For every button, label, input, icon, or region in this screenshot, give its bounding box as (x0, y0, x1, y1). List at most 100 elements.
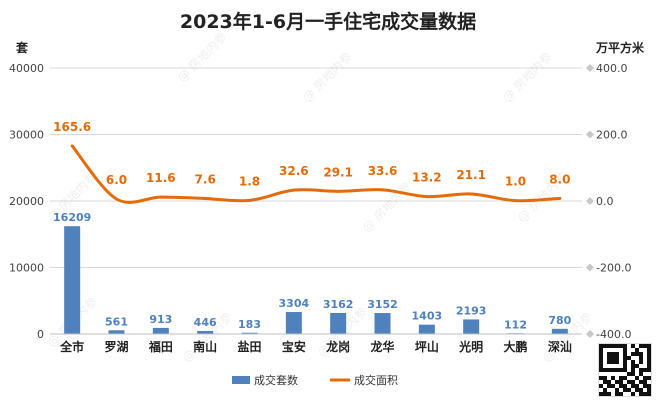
qr-cell (603, 392, 607, 396)
qr-cell (599, 392, 603, 396)
qr-cell (647, 388, 651, 392)
x-tick-label: 光明 (458, 339, 483, 354)
qr-cell (615, 388, 619, 392)
qr-cell (639, 372, 643, 376)
qr-cell (647, 384, 651, 388)
bar-value-label: 16209 (53, 211, 91, 224)
bar (330, 312, 347, 334)
right-axis-tick-marker (586, 64, 594, 72)
left-axis-tick-label: 0 (37, 328, 44, 341)
x-tick-label: 盐田 (237, 339, 261, 354)
qr-cell (599, 344, 603, 348)
line-series-path (71, 144, 560, 204)
bar (241, 332, 258, 334)
qr-cell (623, 368, 627, 372)
line-value-label: 32.6 (279, 164, 309, 178)
bar-value-label: 2193 (456, 304, 487, 317)
qr-cell (623, 352, 627, 356)
qr-cell (619, 384, 623, 388)
qr-cell (647, 376, 651, 380)
right-axis-tick-label: -400.0 (596, 328, 631, 341)
qr-cell (647, 368, 651, 372)
bar (152, 327, 169, 334)
qr-cell (643, 344, 647, 348)
left-axis-tick-label: 20000 (9, 195, 44, 208)
qr-cell (647, 356, 651, 360)
bar (374, 313, 391, 334)
qr-cell (639, 344, 643, 348)
line-point (70, 144, 74, 148)
line-point (381, 188, 384, 192)
qr-cell (607, 344, 611, 348)
legend-bar-swatch (232, 376, 250, 384)
qr-cell (627, 372, 631, 376)
qr-cell (619, 380, 623, 384)
qr-cell (639, 368, 643, 372)
x-tick-label: 深汕 (548, 339, 572, 354)
line-value-label: 1.8 (239, 174, 260, 188)
qr-cell (635, 376, 639, 380)
qr-cell (615, 392, 619, 396)
line-value-label: 1.0 (505, 175, 526, 189)
qr-cell (647, 392, 651, 396)
qr-cell (631, 344, 635, 348)
right-axis-tick-marker (586, 330, 594, 338)
x-tick-label: 福田 (148, 339, 173, 354)
qr-cell (611, 352, 615, 356)
qr-cell (639, 356, 643, 360)
line-value-label: 11.6 (146, 171, 176, 185)
qr-cell (627, 380, 631, 384)
qr-cell (627, 388, 631, 392)
bar (463, 319, 480, 334)
qr-cell (599, 360, 603, 364)
qr-cell (611, 344, 615, 348)
bar-value-label: 3162 (323, 298, 354, 311)
line-point (292, 188, 296, 192)
qr-cell (603, 376, 607, 380)
qr-cell (631, 380, 635, 384)
qr-cell (623, 376, 627, 380)
qr-cell (635, 384, 639, 388)
right-axis-tick-label: 400.0 (596, 62, 628, 75)
left-axis-tick-label: 40000 (9, 62, 44, 75)
qr-cell (623, 388, 627, 392)
qr-cell (603, 368, 607, 372)
qr-cell (631, 352, 635, 356)
x-tick-label: 罗湖 (104, 339, 128, 354)
bar (197, 331, 214, 334)
line-point (514, 199, 517, 203)
qr-cell (647, 344, 651, 348)
qr-cell (611, 368, 615, 372)
watermark: @ 房地内参 (174, 29, 230, 85)
bar-value-label: 780 (548, 314, 571, 327)
right-axis-unit: 万平方米 (595, 40, 645, 55)
legend: 成交套数 成交面积 (232, 373, 398, 387)
qr-cell (599, 348, 603, 352)
line-point (203, 196, 207, 200)
bar (64, 226, 81, 334)
qr-cell (623, 356, 627, 360)
line-point (425, 195, 429, 199)
qr-cell (643, 392, 647, 396)
x-tick-label: 宝安 (282, 339, 306, 354)
qr-cell (639, 380, 643, 384)
line-value-label: 165.6 (53, 120, 91, 134)
left-axis-unit: 套 (15, 40, 29, 55)
qr-cell (603, 380, 607, 384)
qr-cell (647, 364, 651, 368)
right-axis-tick-marker (586, 130, 594, 139)
bars-layer (64, 226, 568, 334)
qr-cell (643, 384, 647, 388)
qr-cell (603, 388, 607, 392)
bar-value-label: 3304 (279, 297, 310, 310)
qr-cell (627, 356, 631, 360)
x-tick-label: 大鹏 (503, 339, 527, 354)
bar (108, 330, 125, 334)
qr-cell (623, 344, 627, 348)
bar (418, 324, 435, 334)
qr-cell (619, 392, 623, 396)
line-point (558, 196, 562, 200)
line-point (469, 192, 473, 196)
qr-cell (599, 356, 603, 360)
